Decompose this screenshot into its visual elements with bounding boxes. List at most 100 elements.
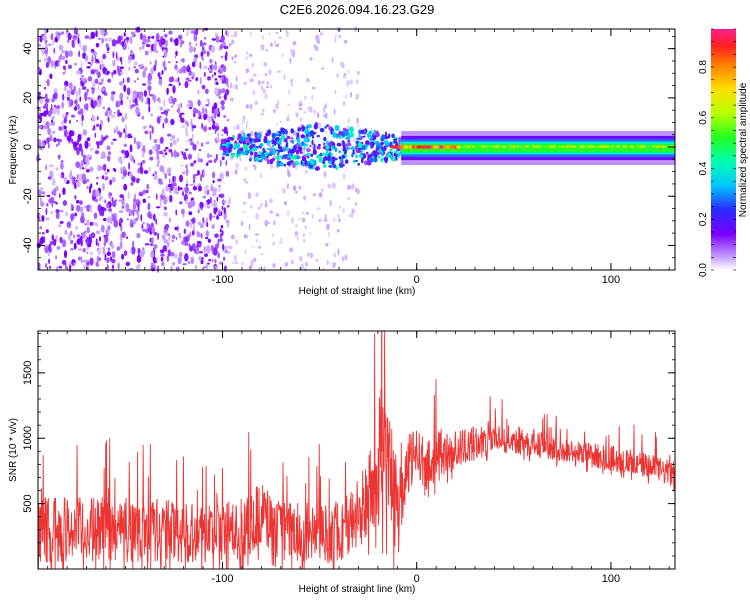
spectrogram-cell: [193, 57, 197, 63]
spectrogram-cell: [211, 259, 214, 262]
spectrogram-cell: [115, 51, 118, 60]
peak-cell: [389, 145, 399, 149]
spectrogram-cell: [185, 77, 190, 81]
spectrogram-cell: [325, 243, 329, 247]
spectrogram-cell: [240, 261, 245, 266]
spectrogram-cell: [155, 206, 161, 209]
spectrogram-cell: [70, 213, 75, 221]
spectrogram-cell: [306, 148, 311, 153]
spectrogram-cell: [267, 221, 271, 224]
spectrogram-cell: [100, 206, 105, 211]
spectrogram-cell: [311, 139, 314, 146]
spectrogram-cell: [68, 50, 73, 57]
spectrogram-cell: [150, 113, 153, 117]
carrier-speckle: [591, 145, 593, 148]
spectrogram-cell: [233, 126, 236, 130]
spectrogram-cell: [188, 41, 192, 46]
spectrogram-cell: [110, 94, 115, 102]
spectrogram-cell: [63, 250, 68, 259]
carrier-speckle: [459, 145, 463, 148]
spectrogram-cell: [221, 76, 225, 81]
spectrogram-cell: [151, 226, 156, 234]
snr-ylabel: SNR (10 * v/v): [8, 418, 19, 482]
spectrogram-cell: [87, 61, 92, 65]
colorbar-label: Normalized spectral amplitude: [738, 82, 749, 217]
spectrogram-cell: [206, 222, 209, 228]
spectrogram-cell: [86, 186, 89, 189]
spectrogram-cell: [174, 55, 177, 59]
spectrogram-cell: [56, 105, 61, 110]
spectrogram-cell: [397, 153, 401, 158]
spectrogram-cell: [142, 83, 146, 86]
spectrogram-cell: [197, 158, 202, 163]
spectrogram-cell: [255, 192, 259, 198]
spectrogram-cell: [49, 73, 53, 80]
spectrogram-cell: [219, 238, 224, 242]
x-tick-label: -100: [211, 274, 233, 286]
spectrogram-cell: [265, 199, 267, 207]
spectrogram-cell: [60, 174, 63, 179]
spectrogram-cell: [117, 65, 119, 73]
spectrogram-cell: [350, 92, 353, 98]
spectrogram-cell: [175, 209, 178, 216]
spectrogram-cell: [165, 223, 170, 230]
spectrogram-cell: [107, 116, 110, 123]
spectrogram-cell: [52, 39, 55, 45]
spectrogram-cell: [213, 201, 217, 209]
spectrogram-cell: [215, 35, 220, 43]
spectrogram-cell: [118, 209, 122, 213]
spectrogram-cell: [210, 244, 214, 252]
spectrogram-cell: [220, 89, 226, 94]
carrier-speckle: [569, 145, 572, 148]
spectrogram-cell: [309, 144, 312, 148]
spectrogram-cell: [226, 222, 230, 228]
spectrogram-cell: [169, 194, 173, 203]
spectrogram-cell: [264, 73, 267, 76]
spectrogram-cell: [254, 233, 259, 236]
spectrogram-cell: [262, 147, 265, 152]
spectrogram-cell: [357, 162, 361, 166]
spectrogram-cell: [311, 94, 314, 101]
spectrogram-cell: [323, 164, 327, 168]
spectrogram-cell: [212, 180, 215, 184]
spectrogram-cell: [96, 116, 99, 121]
spectrogram-cell: [39, 226, 43, 230]
spectrogram-cell: [393, 138, 398, 142]
spectrogram-cell: [121, 253, 125, 260]
spectrogram-cell: [279, 120, 283, 123]
spectrogram-cell: [207, 238, 211, 243]
spectrogram-cell: [87, 76, 93, 82]
spectrogram-cell: [47, 143, 50, 149]
spectrogram-cell: [346, 125, 350, 131]
spectrogram-cell: [133, 159, 136, 164]
spectrogram-cell: [173, 253, 178, 259]
spectrogram-cell: [144, 243, 150, 246]
spectrogram-cell: [166, 167, 172, 175]
spectrogram-cell: [343, 75, 346, 79]
carrier-speckle: [484, 145, 486, 148]
spectrogram-cell: [66, 221, 72, 229]
spectrogram-cell: [230, 234, 235, 240]
spectrogram-cell: [182, 263, 187, 266]
spectrogram-cell: [249, 30, 252, 37]
spectrogram-cell: [107, 70, 110, 75]
spectrogram-cell: [140, 162, 143, 168]
carrier-speckle: [581, 145, 585, 148]
spectrogram-cell: [199, 223, 204, 229]
spectrogram-cell: [313, 159, 317, 166]
spectrogram-cell: [142, 70, 146, 78]
spectrogram-cell: [41, 215, 45, 222]
spectrogram-cell: [163, 49, 168, 58]
spectrogram-cell: [74, 195, 77, 200]
spectrogram-cell: [213, 247, 218, 256]
spectrogram-cell: [101, 134, 103, 143]
spectrogram-cell: [272, 241, 276, 246]
spectrogram-cell: [345, 256, 347, 261]
spectrogram-cell: [217, 132, 220, 139]
spectrogram-cell: [159, 199, 162, 208]
spectrogram-cell: [264, 219, 269, 227]
spectrogram-cell: [261, 80, 265, 84]
spectrogram-cell: [137, 144, 140, 150]
spectrogram-cell: [335, 165, 338, 171]
spectrogram-cell: [111, 72, 114, 76]
